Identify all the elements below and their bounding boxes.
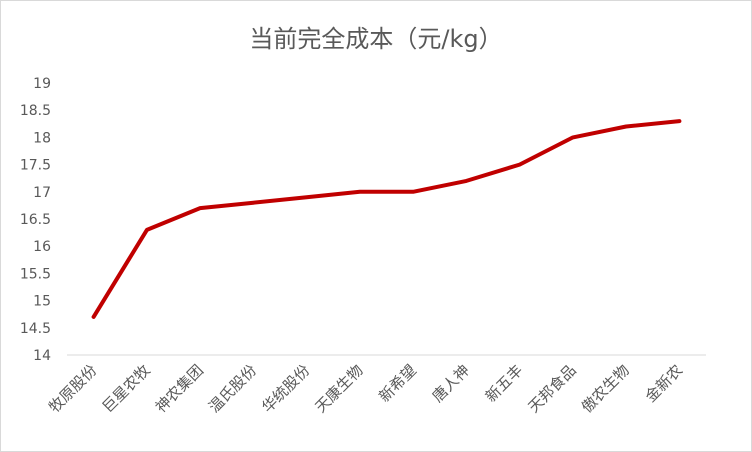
y-tick-label: 18 [33, 130, 51, 146]
data-point [518, 163, 522, 167]
y-tick-label: 15.5 [20, 266, 51, 282]
series-group [91, 119, 682, 319]
x-category-label: 金新农 [642, 361, 687, 406]
x-category-label: 新五丰 [482, 361, 527, 406]
x-category-label: 新希望 [375, 361, 420, 406]
y-tick-label: 16.5 [20, 212, 51, 228]
data-point [358, 190, 362, 194]
y-axis-labels: 14 14.5 15 15.5 16 16.5 17 17.5 18 18.5 19 [20, 76, 51, 364]
x-category-label: 华统股份 [258, 361, 313, 416]
x-category-label: 天康生物 [312, 361, 367, 416]
data-point [677, 119, 681, 123]
y-tick-label: 19 [33, 76, 51, 92]
data-point [145, 228, 149, 232]
y-tick-label: 17.5 [20, 158, 51, 174]
y-tick-label: 14 [33, 348, 51, 364]
y-tick-label: 14.5 [20, 321, 51, 337]
x-category-label: 巨星农牧 [99, 361, 154, 416]
data-point [198, 206, 202, 210]
y-tick-label: 15 [33, 294, 51, 310]
x-category-label: 唐人神 [429, 361, 474, 406]
data-point [464, 179, 468, 183]
y-tick-label: 17 [33, 185, 51, 201]
x-category-label: 温氏股份 [205, 361, 260, 416]
x-category-label: 傲农生物 [578, 361, 633, 416]
x-category-label: 神农集团 [152, 361, 207, 416]
chart-title: 当前完全成本（元/kg） [249, 25, 503, 53]
data-point [92, 315, 96, 319]
series-line [91, 119, 682, 319]
data-point [624, 125, 628, 128]
y-tick-label: 18.5 [20, 103, 51, 119]
y-tick-label: 16 [33, 239, 51, 255]
data-point [411, 190, 415, 194]
data-point [251, 201, 255, 205]
data-point [571, 135, 575, 139]
x-category-label: 牧原股份 [45, 361, 100, 416]
data-point [305, 195, 309, 199]
x-category-label: 天邦食品 [525, 361, 580, 416]
